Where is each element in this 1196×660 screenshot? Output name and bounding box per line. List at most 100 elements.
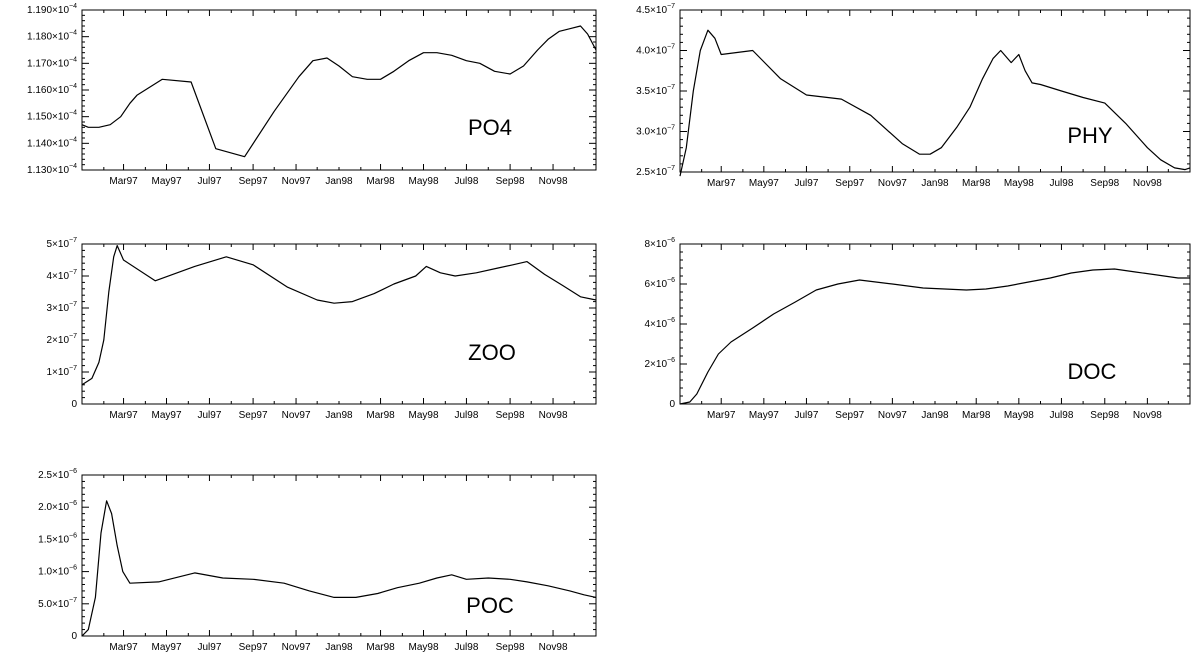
x-tick-label: May98 xyxy=(408,176,438,187)
x-tick-label: Nov98 xyxy=(539,176,568,187)
y-tick-label: 2×10−6 xyxy=(644,357,675,370)
x-tick-label: Nov98 xyxy=(1133,178,1162,189)
x-tick-label: Jul97 xyxy=(197,410,221,421)
x-tick-label: Jan98 xyxy=(921,178,949,189)
x-tick-label: Sep97 xyxy=(239,410,268,421)
x-tick-label: Nov97 xyxy=(282,642,311,653)
panel-label-phy: PHY xyxy=(1067,123,1113,148)
plot-frame xyxy=(81,9,597,171)
y-tick-label: 4.0×10−7 xyxy=(636,44,675,57)
x-tick-label: Jan98 xyxy=(325,176,353,187)
x-tick-label: Mar98 xyxy=(366,410,395,421)
x-tick-label: Nov98 xyxy=(539,642,568,653)
x-tick-label: Jul97 xyxy=(197,642,221,653)
series-line-poc xyxy=(81,500,597,637)
x-tick-label: Jul98 xyxy=(1049,410,1073,421)
x-tick-label: Nov97 xyxy=(282,410,311,421)
x-tick-label: Sep98 xyxy=(496,410,525,421)
chart-panel-zoo: Mar97 May97 Jul97 Sep97 Nov97 Jan98 Mar98 May98… xyxy=(46,237,597,421)
x-tick-label: May97 xyxy=(151,176,181,187)
y-tick-label: 3.5×10−7 xyxy=(636,84,675,97)
x-tick-label: May97 xyxy=(749,178,779,189)
chart-panel-poc: Mar97 May97 Jul97 Sep97 Nov97 Jan98 Mar98 May98… xyxy=(38,468,597,653)
x-tick-label: Sep97 xyxy=(239,642,268,653)
x-tick-label: Jul98 xyxy=(454,176,478,187)
series-line-doc xyxy=(679,268,1190,405)
x-tick-label: Sep98 xyxy=(1090,410,1119,421)
x-tick-label: Sep97 xyxy=(239,176,268,187)
x-tick-label: Mar97 xyxy=(109,176,138,187)
plot-frame xyxy=(679,9,1191,173)
y-tick-label: 4×10−7 xyxy=(46,269,77,282)
y-tick-label: 4.5×10−7 xyxy=(636,3,675,16)
x-tick-label: Jul97 xyxy=(794,410,818,421)
x-tick-label: Mar97 xyxy=(109,410,138,421)
x-tick-label: May98 xyxy=(1004,410,1034,421)
plot-frame xyxy=(81,474,597,637)
x-tick-label: Mar98 xyxy=(962,178,991,189)
x-tick-label: May98 xyxy=(1004,178,1034,189)
y-tick-label: 2.5×10−7 xyxy=(636,165,675,178)
x-tick-label: Jan98 xyxy=(325,642,353,653)
y-tick-label: 0 xyxy=(71,399,77,410)
y-tick-label: 1×10−7 xyxy=(46,365,77,378)
y-tick-label: 1.160×10−4 xyxy=(27,83,77,96)
y-tick-label: 1.0×10−6 xyxy=(38,565,77,578)
chart-panel-po4: Mar97 May97 Jul97 Sep97 Nov97 Jan98 Mar98 May98… xyxy=(27,3,597,187)
series-line-phy xyxy=(679,29,1191,177)
y-tick-label: 2×10−7 xyxy=(46,333,77,346)
series-line-zoo xyxy=(81,245,597,386)
series-line-po4 xyxy=(81,25,597,158)
x-tick-label: Nov98 xyxy=(1133,410,1162,421)
y-tick-label: 1.5×10−6 xyxy=(38,532,77,545)
y-tick-label: 1.180×10−4 xyxy=(27,30,77,43)
x-tick-label: Mar98 xyxy=(366,176,395,187)
x-tick-label: Mar98 xyxy=(962,410,991,421)
x-tick-label: Mar97 xyxy=(707,410,736,421)
y-tick-label: 8×10−6 xyxy=(644,237,675,250)
x-tick-label: Nov98 xyxy=(539,410,568,421)
x-tick-label: May98 xyxy=(408,410,438,421)
y-tick-label: 1.190×10−4 xyxy=(27,3,77,16)
plot-frame xyxy=(81,243,597,405)
x-tick-label: Mar97 xyxy=(109,642,138,653)
x-tick-label: Nov97 xyxy=(878,410,907,421)
x-tick-label: May97 xyxy=(749,410,779,421)
x-tick-label: Nov97 xyxy=(878,178,907,189)
x-tick-label: Jul98 xyxy=(454,642,478,653)
x-tick-label: Nov97 xyxy=(282,176,311,187)
x-tick-label: Jul97 xyxy=(197,176,221,187)
y-tick-label: 0 xyxy=(669,399,675,410)
y-tick-label: 3.0×10−7 xyxy=(636,125,675,138)
y-tick-label: 5×10−7 xyxy=(46,237,77,250)
y-tick-label: 0 xyxy=(71,631,77,642)
y-tick-label: 5.0×10−7 xyxy=(38,597,77,610)
y-tick-label: 1.170×10−4 xyxy=(27,56,77,69)
y-tick-label: 3×10−7 xyxy=(46,301,77,314)
x-tick-label: Jul97 xyxy=(794,178,818,189)
x-tick-label: May97 xyxy=(151,642,181,653)
panel-label-doc: DOC xyxy=(1068,359,1117,384)
x-tick-label: Sep97 xyxy=(835,178,864,189)
x-tick-label: Mar97 xyxy=(707,178,736,189)
x-tick-label: May98 xyxy=(408,642,438,653)
y-tick-label: 1.150×10−4 xyxy=(27,110,77,123)
y-tick-label: 1.140×10−4 xyxy=(27,136,77,149)
x-tick-label: May97 xyxy=(151,410,181,421)
panel-label-poc: POC xyxy=(466,593,514,618)
y-tick-label: 6×10−6 xyxy=(644,277,675,290)
x-tick-label: Jul98 xyxy=(454,410,478,421)
x-tick-label: Mar98 xyxy=(366,642,395,653)
panel-label-po4: PO4 xyxy=(468,115,512,140)
x-tick-label: Jan98 xyxy=(921,410,949,421)
y-tick-label: 1.130×10−4 xyxy=(27,163,77,176)
chart-panel-doc: Mar97 May97 Jul97 Sep97 Nov97 Jan98 Mar98 May98… xyxy=(644,237,1191,421)
x-tick-label: Jul98 xyxy=(1049,178,1073,189)
x-tick-label: Sep97 xyxy=(835,410,864,421)
x-tick-label: Sep98 xyxy=(496,176,525,187)
panel-label-zoo: ZOO xyxy=(468,340,516,365)
x-tick-label: Sep98 xyxy=(1090,178,1119,189)
y-tick-label: 2.5×10−6 xyxy=(38,468,77,481)
x-tick-label: Jan98 xyxy=(325,410,353,421)
